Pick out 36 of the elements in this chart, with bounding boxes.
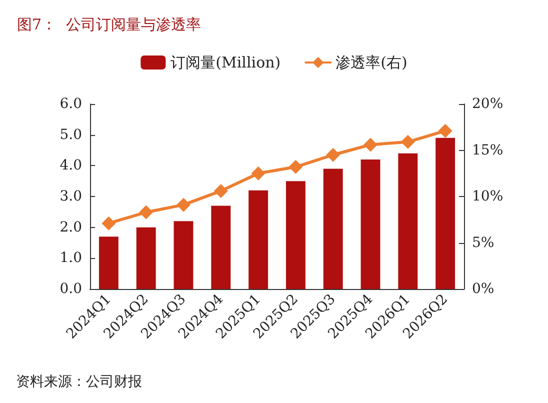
bar xyxy=(174,221,194,289)
legend-label: 渗透率(右) xyxy=(336,54,408,72)
point xyxy=(326,148,340,162)
point xyxy=(176,198,190,212)
y-tick-label: 3.0 xyxy=(60,188,82,204)
y2-tick-label: 10% xyxy=(472,188,504,204)
point xyxy=(288,160,303,174)
bar xyxy=(136,227,156,289)
point xyxy=(214,184,228,198)
bar xyxy=(360,160,380,289)
y-tick-label: 4.0 xyxy=(60,158,82,174)
y-tick-label: 1.0 xyxy=(60,250,82,266)
bar xyxy=(398,153,418,289)
point xyxy=(400,134,415,149)
y-tick-label: 0.0 xyxy=(60,281,82,297)
legend-label: 订阅量(Million) xyxy=(170,54,281,72)
bar xyxy=(323,168,343,289)
chart-title: 图7： 公司订阅量与渗透率 xyxy=(17,16,202,34)
y-tick-label: 2.0 xyxy=(60,219,82,236)
bar xyxy=(248,190,268,289)
y-tick-label: 5.0 xyxy=(60,126,82,143)
bar xyxy=(286,181,306,289)
bar xyxy=(436,138,456,289)
y2-tick-label: 15% xyxy=(472,142,504,158)
y2-tick-label: 20% xyxy=(472,96,504,112)
point xyxy=(251,166,266,180)
bar xyxy=(98,236,118,289)
point xyxy=(438,124,452,138)
text: 资料来源：公司财报 xyxy=(16,374,142,390)
bar xyxy=(211,206,231,289)
y2-tick-label: 0% xyxy=(472,281,494,297)
point xyxy=(139,205,154,220)
point xyxy=(102,216,116,230)
y-tick-label: 6.0 xyxy=(60,96,82,112)
point xyxy=(364,138,378,152)
y2-tick-label: 5% xyxy=(472,234,494,251)
